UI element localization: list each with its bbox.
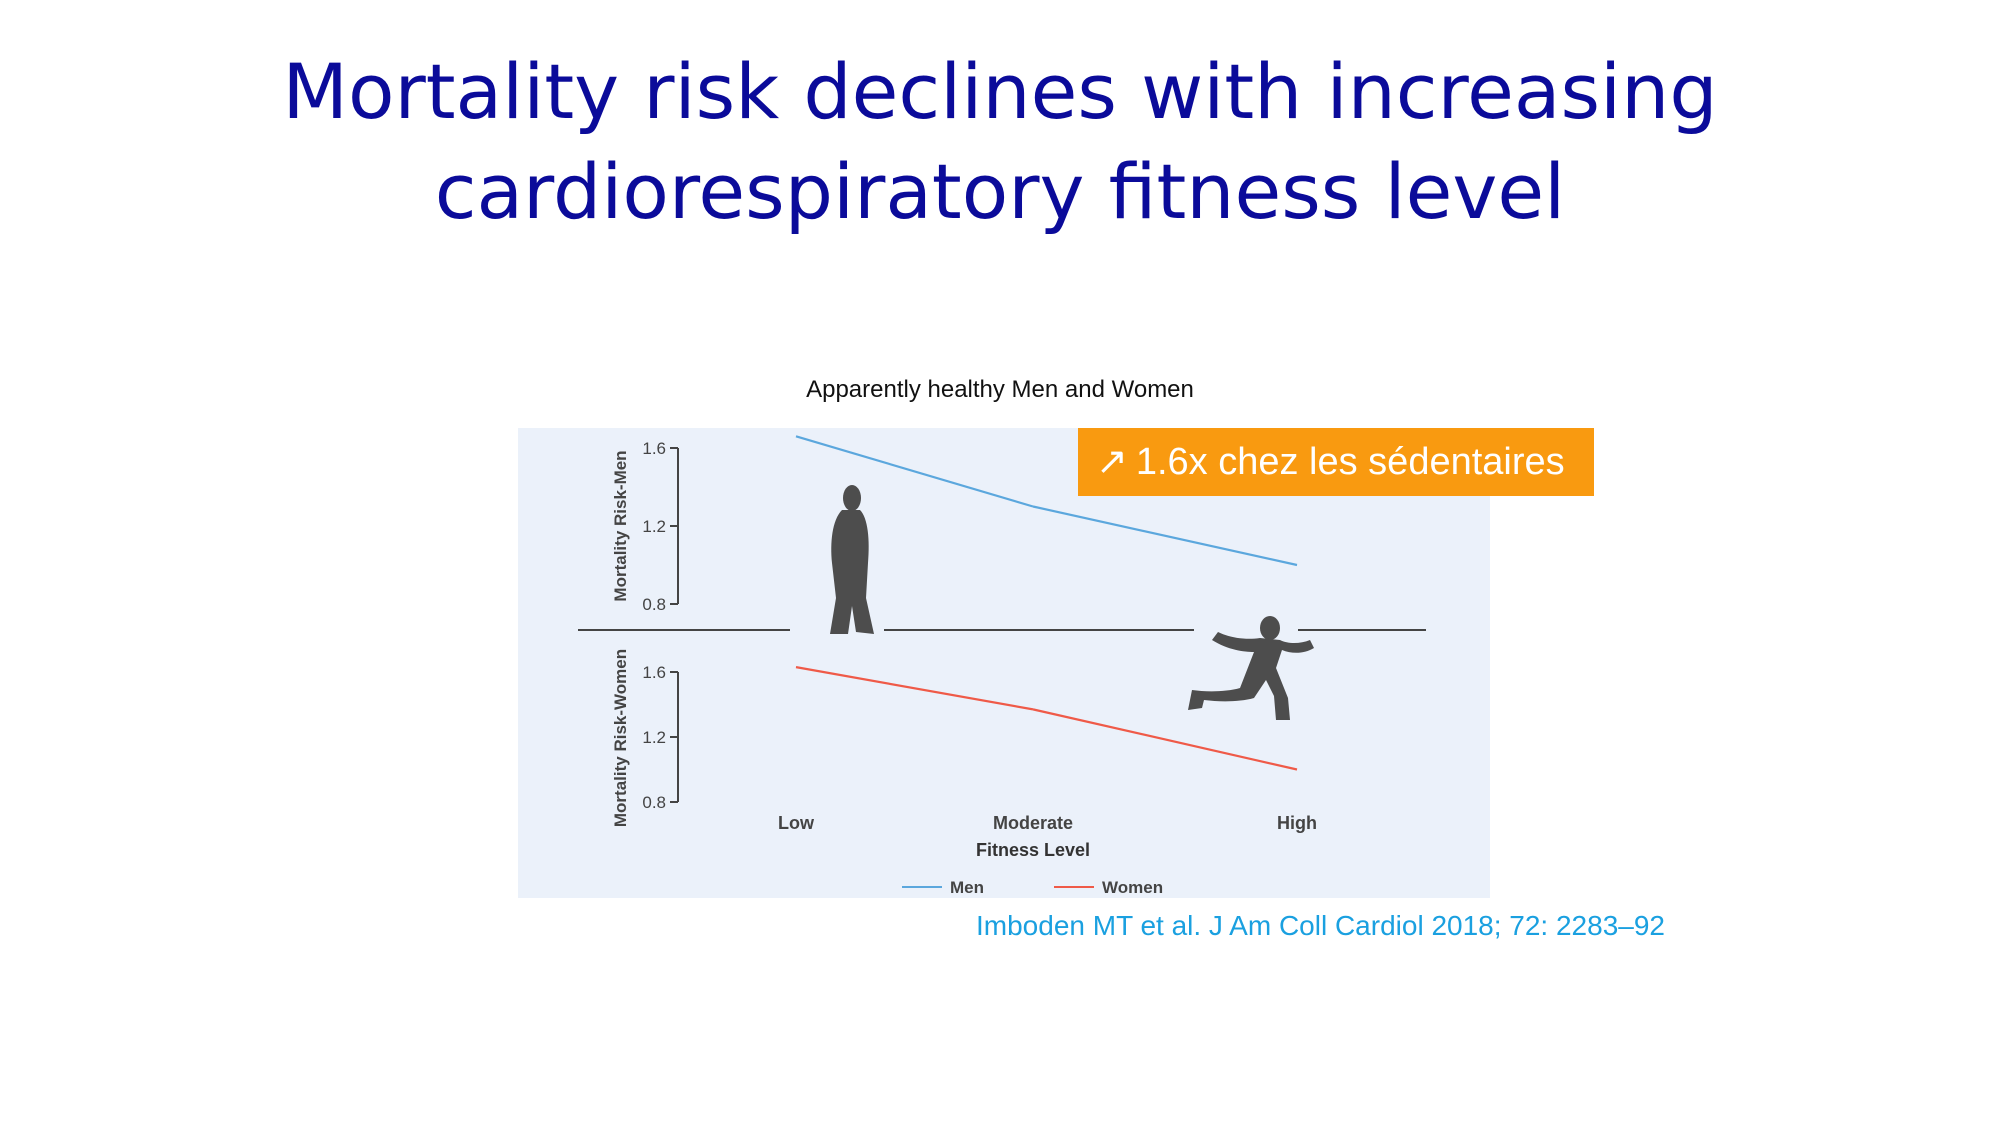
men-line-segment-low-to-moderate — [795, 435, 1034, 508]
women-series — [795, 666, 1298, 771]
women-line-segment-moderate-to-high — [1032, 708, 1298, 771]
men-y-axis-label: Mortality Risk-Men — [611, 450, 630, 601]
women-ytick-1.6: 1.6 — [642, 663, 666, 682]
men-ytick-1.6: 1.6 — [642, 439, 666, 458]
legend-men-label: Men — [950, 878, 984, 897]
men-ytick-0.8: 0.8 — [642, 595, 666, 614]
x-tick-high: High — [1277, 813, 1317, 833]
title-line-1: Mortality risk declines with increasing — [282, 47, 1718, 136]
chart-svg: 1.6 1.2 0.8 1.6 1.2 0.8 Mortality Risk-M… — [518, 428, 1490, 898]
x-tick-low: Low — [778, 813, 815, 833]
sedentary-risk-callout: ↗ 1.6x chez les sédentaires — [1078, 428, 1594, 496]
men-line-segment-moderate-to-high — [1032, 505, 1298, 567]
men-y-axis — [670, 447, 679, 605]
x-axis-title: Fitness Level — [976, 840, 1090, 860]
mortality-chart: 1.6 1.2 0.8 1.6 1.2 0.8 Mortality Risk-M… — [518, 428, 1490, 898]
men-series — [795, 435, 1298, 567]
legend-women-label: Women — [1102, 878, 1163, 897]
men-ytick-1.2: 1.2 — [642, 517, 666, 536]
slide-title: Mortality risk declines with increasing … — [200, 42, 1800, 242]
callout-text: 1.6x chez les sédentaires — [1135, 441, 1565, 483]
women-y-axis — [670, 671, 679, 803]
trend-up-icon: ↗ — [1096, 441, 1128, 483]
women-ytick-0.8: 0.8 — [642, 793, 666, 812]
chart-caption: Apparently healthy Men and Women — [806, 376, 1194, 403]
chart-legend: Men Women — [902, 878, 1163, 897]
women-ytick-1.2: 1.2 — [642, 728, 666, 747]
women-line-segment-low-to-moderate — [795, 666, 1034, 711]
citation: Imboden MT et al. J Am Coll Cardiol 2018… — [976, 910, 1665, 941]
x-tick-moderate: Moderate — [993, 813, 1073, 833]
running-person-icon — [1188, 616, 1314, 720]
women-y-axis-label: Mortality Risk-Women — [611, 649, 630, 827]
title-line-2: cardiorespiratory fitness level — [434, 147, 1566, 236]
chart-background — [518, 428, 1490, 898]
standing-person-icon — [830, 485, 874, 634]
